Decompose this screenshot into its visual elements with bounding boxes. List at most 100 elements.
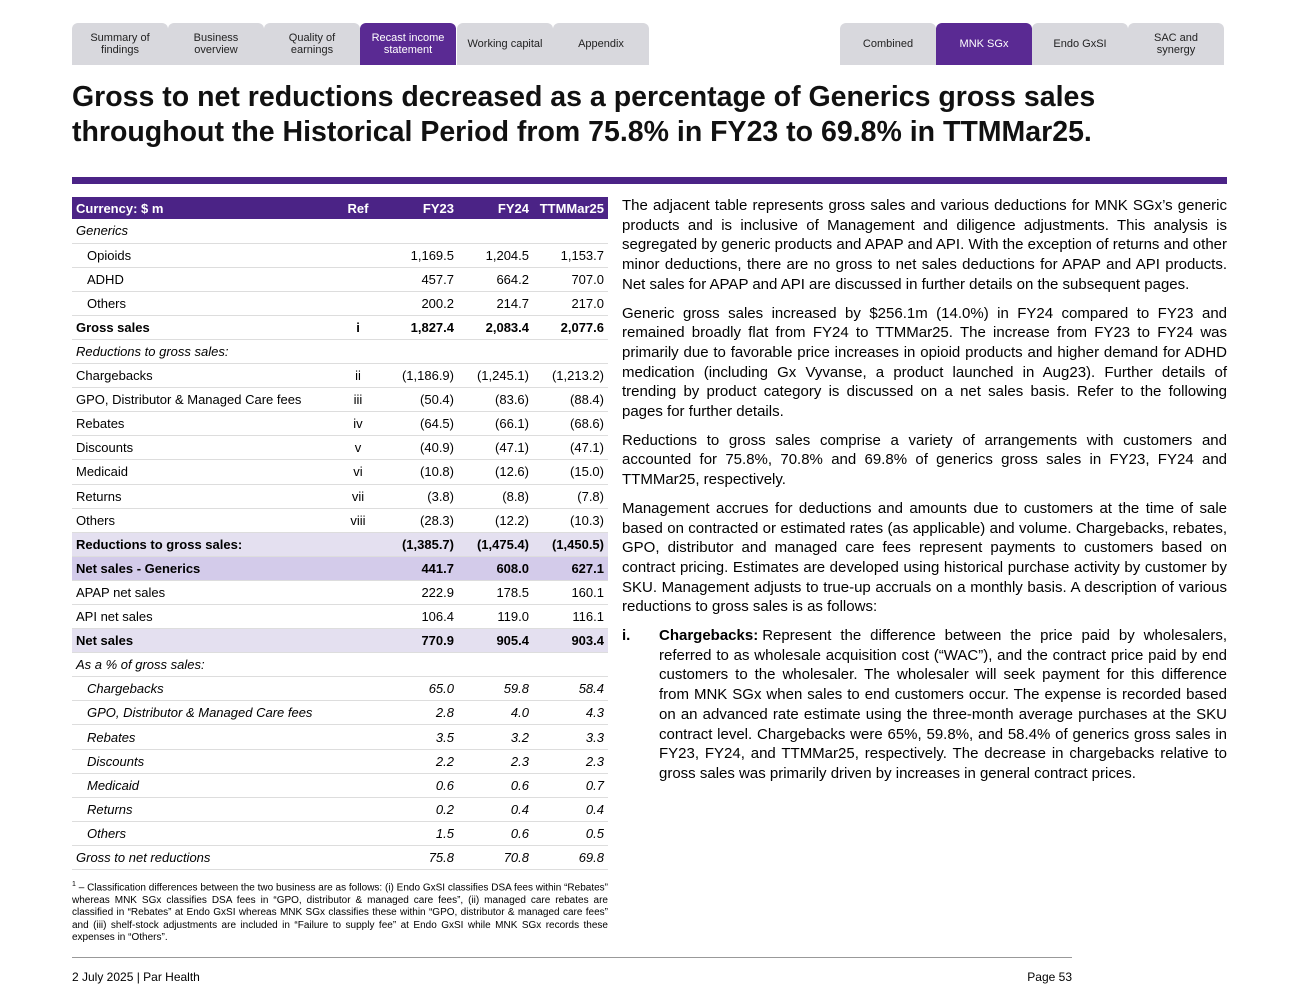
value-cell: 178.5 bbox=[458, 580, 533, 606]
row-label: Net sales bbox=[72, 628, 333, 654]
value-cell: 222.9 bbox=[383, 580, 458, 606]
nav-tab[interactable]: MNK SGx bbox=[936, 23, 1032, 65]
table-row: API net sales 106.4 119.0 116.1 bbox=[72, 604, 608, 630]
value-cell: 116.1 bbox=[533, 604, 608, 630]
paragraph: Generic gross sales increased by $256.1m… bbox=[622, 304, 1227, 421]
value-cell: 1,169.5 bbox=[383, 243, 458, 268]
nav-tab[interactable]: Recast income statement bbox=[360, 23, 456, 65]
value-cell: 69.8 bbox=[533, 845, 608, 871]
value-cell: 0.5 bbox=[533, 821, 608, 846]
nav-tab[interactable]: SAC and synergy bbox=[1128, 23, 1224, 65]
table-row: Reductions to gross sales: bbox=[72, 339, 608, 365]
list-text: Represent the difference between the pri… bbox=[659, 627, 1227, 782]
table-row: Others 1.5 0.6 0.5 bbox=[72, 821, 608, 846]
table-row: Net sales 770.9 905.4 903.4 bbox=[72, 628, 608, 654]
value-cell: 0.2 bbox=[383, 797, 458, 822]
value-cell: 1.5 bbox=[383, 821, 458, 846]
value-cell: (40.9) bbox=[383, 435, 458, 461]
row-label: Net sales - Generics bbox=[72, 556, 333, 581]
value-cell: 457.7 bbox=[383, 267, 458, 292]
table-row: Others viii (28.3) (12.2) (10.3) bbox=[72, 508, 608, 533]
value-cell: (28.3) bbox=[383, 508, 458, 533]
value-cell: 119.0 bbox=[458, 604, 533, 630]
value-cell: 0.6 bbox=[458, 773, 533, 798]
value-cell bbox=[383, 339, 458, 365]
nav-tab[interactable]: Summary of findings bbox=[72, 23, 168, 65]
value-cell: (15.0) bbox=[533, 459, 608, 485]
ref-cell: i bbox=[333, 315, 383, 340]
value-cell: (1,213.2) bbox=[533, 363, 608, 389]
ref-cell bbox=[333, 532, 383, 557]
list-body: Chargebacks: Represent the difference bet… bbox=[659, 626, 1227, 784]
value-cell: (68.6) bbox=[533, 411, 608, 437]
row-label: APAP net sales bbox=[72, 580, 333, 606]
value-cell: (47.1) bbox=[458, 435, 533, 461]
nav-tab[interactable]: Business overview bbox=[168, 23, 264, 65]
ref-cell: v bbox=[333, 435, 383, 461]
row-label: Returns bbox=[72, 484, 333, 509]
value-cell bbox=[533, 219, 608, 244]
value-cell: (66.1) bbox=[458, 411, 533, 437]
nav-tab[interactable]: Endo GxSI bbox=[1032, 23, 1128, 65]
row-label: API net sales bbox=[72, 604, 333, 630]
row-label: Chargebacks bbox=[72, 363, 333, 389]
ref-cell bbox=[333, 676, 383, 702]
value-cell: 214.7 bbox=[458, 291, 533, 316]
value-cell: 160.1 bbox=[533, 580, 608, 606]
row-label: Discounts bbox=[72, 435, 333, 461]
nav-tab[interactable]: Appendix bbox=[553, 23, 649, 65]
footnote-marker: 1 bbox=[72, 881, 76, 888]
ref-cell: vii bbox=[333, 484, 383, 509]
value-cell: 3.5 bbox=[383, 724, 458, 750]
row-label: As a % of gross sales: bbox=[72, 652, 333, 678]
table-row: Rebates 3.5 3.2 3.3 bbox=[72, 724, 608, 750]
value-cell: 2,083.4 bbox=[458, 315, 533, 340]
ref-cell bbox=[333, 267, 383, 292]
value-cell: (12.6) bbox=[458, 459, 533, 485]
ref-cell bbox=[333, 700, 383, 726]
value-cell: 0.6 bbox=[383, 773, 458, 798]
row-label: Medicaid bbox=[72, 459, 333, 485]
ref-cell bbox=[333, 773, 383, 798]
value-cell: (47.1) bbox=[533, 435, 608, 461]
row-label: Chargebacks bbox=[72, 676, 333, 702]
header-cell: Currency: $ m bbox=[72, 197, 333, 219]
ref-cell bbox=[333, 749, 383, 774]
table-row: GPO, Distributor & Managed Care fees 2.8 4… bbox=[72, 700, 608, 726]
value-cell: 59.8 bbox=[458, 676, 533, 702]
value-cell: 75.8 bbox=[383, 845, 458, 871]
table-row: Returns 0.2 0.4 0.4 bbox=[72, 797, 608, 822]
row-label: Reductions to gross sales: bbox=[72, 532, 333, 557]
value-cell: 200.2 bbox=[383, 291, 458, 316]
ref-cell: ii bbox=[333, 363, 383, 389]
row-label: Others bbox=[72, 821, 333, 846]
value-cell: (1,475.4) bbox=[458, 532, 533, 557]
value-cell: 70.8 bbox=[458, 845, 533, 871]
table-row: Generics bbox=[72, 219, 608, 244]
list-term: Chargebacks: bbox=[659, 627, 759, 645]
value-cell bbox=[383, 652, 458, 678]
row-label: Medicaid bbox=[72, 773, 333, 798]
list-item: i. Chargebacks: Represent the difference b… bbox=[622, 626, 1227, 784]
value-cell: (1,450.5) bbox=[533, 532, 608, 557]
ref-cell bbox=[333, 243, 383, 268]
value-cell: 627.1 bbox=[533, 556, 608, 581]
nav-tab[interactable]: Working capital bbox=[457, 23, 553, 65]
ref-cell: iv bbox=[333, 411, 383, 437]
value-cell: 217.0 bbox=[533, 291, 608, 316]
footer-date: 2 July 2025 | Par Health bbox=[72, 970, 200, 984]
ref-cell bbox=[333, 580, 383, 606]
table-row: Chargebacks 65.0 59.8 58.4 bbox=[72, 676, 608, 702]
row-label: GPO, Distributor & Managed Care fees bbox=[72, 387, 333, 413]
paragraph: Reductions to gross sales comprise a var… bbox=[622, 431, 1227, 489]
row-label: Rebates bbox=[72, 724, 333, 750]
value-cell bbox=[533, 652, 608, 678]
table-row: Gross sales i 1,827.4 2,083.4 2,077.6 bbox=[72, 315, 608, 340]
header-cell: TTMMar25 bbox=[533, 197, 608, 219]
value-cell: 2.2 bbox=[383, 749, 458, 774]
nav-tab[interactable]: Quality of earnings bbox=[264, 23, 360, 65]
row-label: Rebates bbox=[72, 411, 333, 437]
value-cell: 1,153.7 bbox=[533, 243, 608, 268]
nav-tab[interactable]: Combined bbox=[840, 23, 936, 65]
